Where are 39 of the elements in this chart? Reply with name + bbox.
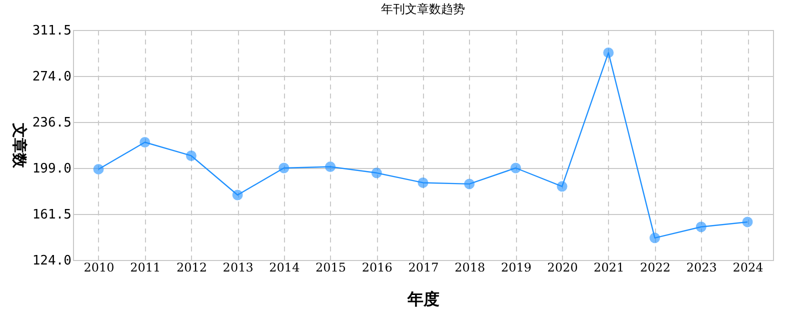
x-tick-label: 2011: [130, 260, 161, 274]
x-tick-label: 2021: [594, 260, 624, 274]
x-tick-label: 2018: [454, 260, 486, 274]
point: [556, 181, 568, 192]
x-tick-label: 2012: [176, 260, 207, 274]
y-tick-label: 274.0: [32, 70, 72, 84]
x-tick-label: 2015: [316, 260, 346, 274]
y-tick-label: 236.5: [32, 116, 72, 130]
point: [325, 162, 336, 172]
x-axis-title: 年度: [406, 290, 440, 308]
x-tick-label: 2020: [547, 260, 578, 274]
y-tick-label: 161.5: [32, 208, 72, 222]
point: [742, 216, 753, 228]
point: [93, 164, 104, 174]
x-tick-label: 2022: [640, 260, 671, 274]
point: [232, 190, 243, 200]
x-tick-label: 2017: [408, 260, 439, 274]
y-tick-label: 311.5: [32, 24, 72, 38]
y-axis-title: 文章数: [10, 122, 28, 169]
chart-title: 年刊文章数趋势: [381, 2, 465, 16]
y-tick-label: 199.0: [32, 162, 72, 176]
point: [186, 150, 196, 161]
x-tick-label: 2010: [84, 260, 114, 274]
point: [510, 162, 521, 174]
point: [371, 168, 382, 178]
point: [696, 222, 706, 232]
point: [140, 137, 150, 148]
x-tick-label: 2014: [269, 260, 300, 274]
x-tick-label: 2019: [500, 260, 532, 274]
point: [650, 232, 660, 244]
x-tick-label: 2023: [686, 260, 717, 274]
point: [464, 178, 475, 190]
point: [418, 177, 428, 188]
x-tick-label: 2016: [362, 260, 392, 274]
point: [278, 162, 290, 174]
y-tick-label: 124.0: [32, 254, 72, 268]
point: [603, 47, 614, 58]
x-tick-label: 2013: [222, 260, 254, 274]
x-tick-label: 2024: [732, 260, 764, 274]
